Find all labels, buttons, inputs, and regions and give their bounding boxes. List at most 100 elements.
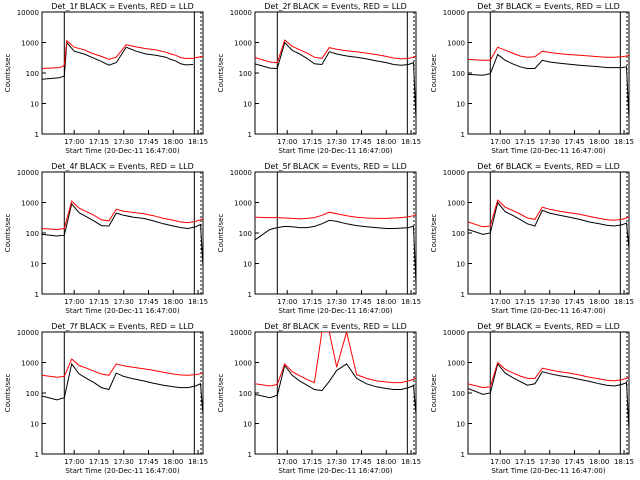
- series-line-red: [255, 211, 416, 220]
- y-tick-label: 100: [239, 70, 252, 78]
- y-tick-label: 10: [30, 261, 39, 269]
- y-axis-label: Counts/sec: [430, 374, 438, 413]
- chart-title: Det_4f BLACK = Events, RED = LLD: [51, 162, 194, 171]
- x-tick-label: 17:30: [114, 138, 134, 146]
- y-tick-label: 1: [35, 131, 39, 139]
- plot-frame: [254, 11, 417, 135]
- x-tick-label: 18:00: [589, 458, 609, 466]
- plot-frame: [41, 331, 204, 455]
- y-axis-label: Counts/sec: [430, 54, 438, 93]
- y-tick-label: 1: [461, 291, 465, 299]
- y-tick-label: 10000: [230, 9, 252, 17]
- chart-title: Det_5f BLACK = Events, RED = LLD: [264, 162, 407, 171]
- x-tick-label: 17:15: [89, 298, 109, 306]
- x-tick-label: 18:15: [614, 298, 634, 306]
- x-axis-label: Start Time (20-Dec-11 16:47:00): [65, 307, 179, 315]
- x-tick-label: 17:00: [490, 138, 510, 146]
- x-tick-label: 17:30: [327, 298, 347, 306]
- x-tick-label: 17:15: [89, 138, 109, 146]
- x-tick-label: 17:00: [490, 298, 510, 306]
- y-tick-label: 1000: [234, 360, 252, 368]
- y-axis-label: Counts/sec: [4, 54, 12, 93]
- y-axis-label: Counts/sec: [217, 374, 225, 413]
- x-tick-label: 17:45: [564, 298, 584, 306]
- x-axis-label: Start Time (20-Dec-11 16:47:00): [491, 467, 605, 475]
- y-tick-label: 1000: [21, 360, 39, 368]
- y-tick-label: 10000: [443, 329, 465, 337]
- x-tick-label: 17:30: [327, 138, 347, 146]
- chart-title: Det_1f BLACK = Events, RED = LLD: [51, 2, 194, 11]
- y-tick-label: 1000: [447, 40, 465, 48]
- x-tick-label: 17:30: [540, 458, 560, 466]
- series-line-black: [255, 363, 416, 415]
- y-tick-label: 10000: [17, 9, 39, 17]
- x-tick-label: 17:45: [351, 298, 371, 306]
- chart-panel-2: Det_2f BLACK = Events, RED = LLD 1 10 100 10…: [217, 2, 421, 155]
- x-tick-label: 18:00: [376, 138, 396, 146]
- x-tick-label: 17:30: [540, 298, 560, 306]
- x-tick-label: 17:45: [351, 138, 371, 146]
- x-tick-label: 17:00: [277, 138, 297, 146]
- chart-title: Det_9f BLACK = Events, RED = LLD: [477, 322, 620, 331]
- x-tick-label: 17:00: [490, 458, 510, 466]
- x-tick-label: 17:30: [114, 298, 134, 306]
- y-tick-label: 10: [456, 261, 465, 269]
- plot-frame: [254, 171, 417, 295]
- x-tick-label: 17:00: [64, 138, 84, 146]
- series-line-black: [42, 202, 203, 267]
- chart-title: Det_8f BLACK = Events, RED = LLD: [264, 322, 407, 331]
- x-tick-label: 17:45: [564, 138, 584, 146]
- x-axis-label: Start Time (20-Dec-11 16:47:00): [278, 147, 392, 155]
- chart-title: Det_2f BLACK = Events, RED = LLD: [264, 2, 407, 11]
- x-tick-label: 17:15: [302, 298, 322, 306]
- x-tick-label: 17:15: [89, 458, 109, 466]
- plot-frame: [467, 11, 630, 135]
- y-tick-label: 1: [461, 131, 465, 139]
- x-tick-label: 17:45: [138, 298, 158, 306]
- plot-frame: [41, 11, 204, 135]
- y-tick-label: 100: [239, 390, 252, 398]
- series-line-red: [468, 199, 629, 228]
- y-tick-label: 100: [26, 230, 39, 238]
- y-tick-label: 1: [461, 451, 465, 459]
- y-tick-label: 100: [452, 230, 465, 238]
- x-tick-label: 18:00: [163, 458, 183, 466]
- x-tick-label: 17:45: [138, 458, 158, 466]
- y-tick-label: 10: [243, 101, 252, 109]
- x-tick-label: 17:30: [327, 458, 347, 466]
- y-tick-label: 1000: [447, 200, 465, 208]
- x-axis-label: Start Time (20-Dec-11 16:47:00): [278, 467, 392, 475]
- x-tick-label: 17:15: [515, 458, 535, 466]
- series-line-black: [255, 41, 416, 120]
- y-tick-label: 1000: [447, 360, 465, 368]
- x-tick-label: 18:00: [589, 138, 609, 146]
- y-tick-label: 1000: [234, 40, 252, 48]
- y-axis-label: Counts/sec: [4, 374, 12, 413]
- x-tick-label: 17:45: [138, 138, 158, 146]
- chart-title: Det_6f BLACK = Events, RED = LLD: [477, 162, 620, 171]
- y-tick-label: 10: [30, 101, 39, 109]
- x-tick-label: 17:45: [564, 458, 584, 466]
- series-line-red: [468, 361, 629, 389]
- x-tick-label: 18:15: [188, 458, 208, 466]
- series-line-black: [255, 219, 416, 285]
- y-axis-label: Counts/sec: [4, 214, 12, 253]
- y-axis-label: Counts/sec: [217, 54, 225, 93]
- series-line-black: [42, 41, 194, 80]
- y-tick-label: 10000: [230, 169, 252, 177]
- x-tick-label: 18:00: [376, 458, 396, 466]
- x-axis-label: Start Time (20-Dec-11 16:47:00): [278, 307, 392, 315]
- y-tick-label: 10: [30, 421, 39, 429]
- series-line-black: [468, 201, 629, 249]
- series-line-red: [42, 39, 203, 69]
- x-tick-label: 17:00: [64, 298, 84, 306]
- x-tick-label: 17:15: [302, 458, 322, 466]
- x-tick-label: 18:15: [401, 458, 421, 466]
- series-line-red: [255, 332, 416, 387]
- x-tick-label: 18:15: [401, 298, 421, 306]
- y-tick-label: 10: [456, 101, 465, 109]
- series-line-red: [255, 39, 416, 64]
- y-tick-label: 100: [452, 390, 465, 398]
- y-tick-label: 10000: [443, 169, 465, 177]
